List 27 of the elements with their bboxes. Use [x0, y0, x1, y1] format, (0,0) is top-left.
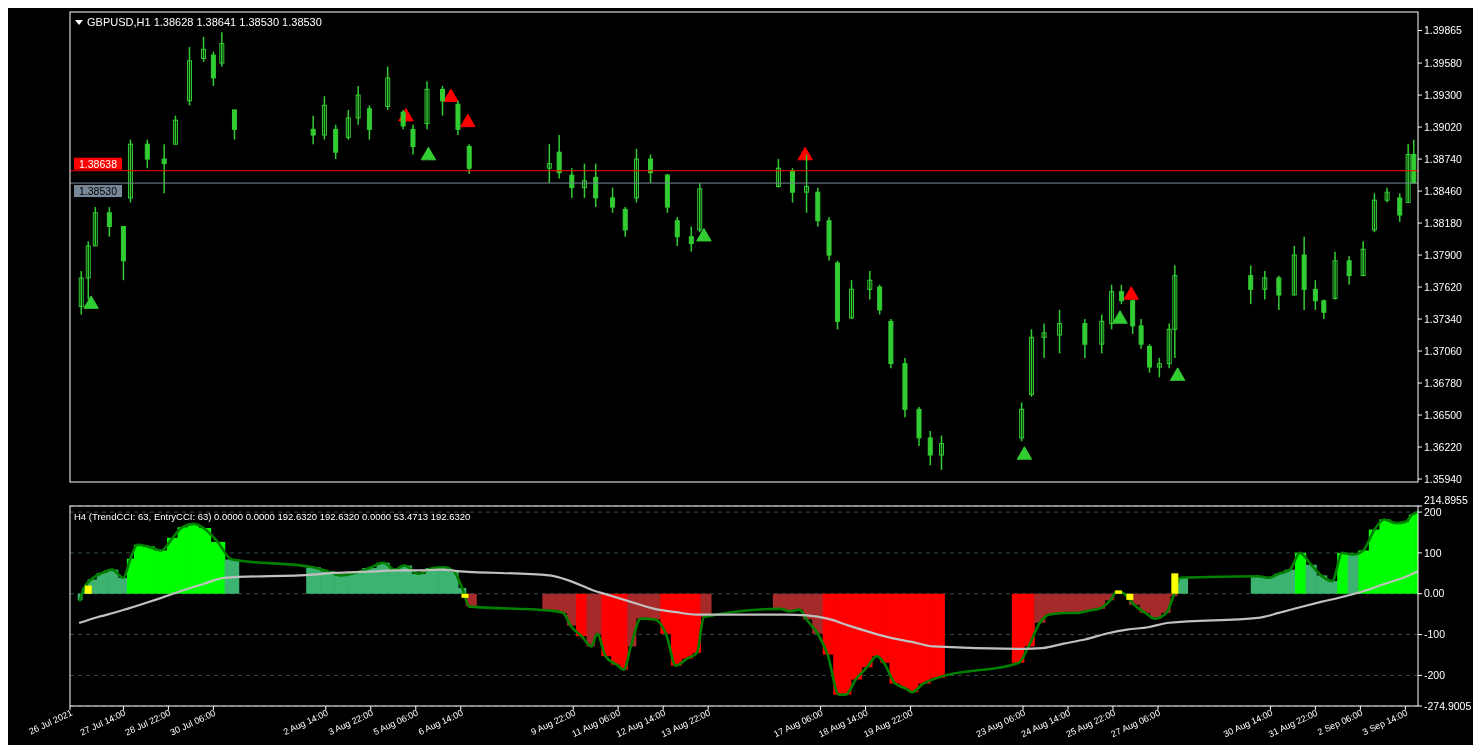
- y-tick-label: 1.39580: [1424, 56, 1463, 69]
- y-tick-label: 1.38180: [1424, 216, 1463, 229]
- y-tick-label: 1.39865: [1424, 24, 1463, 37]
- y-tick-label: 1.38740: [1424, 152, 1463, 165]
- ref-line-label: 1.38530: [79, 185, 118, 198]
- text: H4 (TrendCCI: 63, EntryCCI: 63) 0.0000 0.0000 192.6320 192.6320 0.0000 53.4713 192.6320: [74, 511, 471, 522]
- y-tick-label: 1.37900: [1424, 248, 1463, 261]
- y-tick-label: 1.36780: [1424, 376, 1463, 389]
- y-tick-label: 1.37620: [1424, 280, 1463, 293]
- y-tick-label: -200: [1424, 669, 1446, 682]
- x-tick-label: 26 Jul 2021: [27, 707, 74, 737]
- y-tick-label: 1.36220: [1424, 440, 1463, 453]
- y-tick-label: 1.37060: [1424, 344, 1463, 357]
- y-tick-label: 214.8955: [1424, 493, 1468, 506]
- y-tick-label: 100: [1424, 546, 1442, 559]
- y-tick-label: 1.39300: [1424, 88, 1463, 101]
- ref-line-label: 1.38638: [79, 157, 118, 170]
- y-tick-label: 1.38460: [1424, 184, 1463, 197]
- y-tick-label: -274.9005: [1424, 699, 1472, 712]
- y-tick-label: 1.36500: [1424, 408, 1463, 421]
- y-tick-label: -100: [1424, 628, 1446, 641]
- y-tick-label: 1.37340: [1424, 312, 1463, 325]
- y-tick-label: 1.35940: [1424, 472, 1463, 485]
- y-tick-label: 200: [1424, 505, 1442, 518]
- y-tick-label: 0.00: [1424, 587, 1445, 600]
- chart-title: GBPUSD,H1 1.38628 1.38641 1.38530 1.38530: [87, 16, 322, 28]
- y-tick-label: 1.39020: [1424, 120, 1463, 133]
